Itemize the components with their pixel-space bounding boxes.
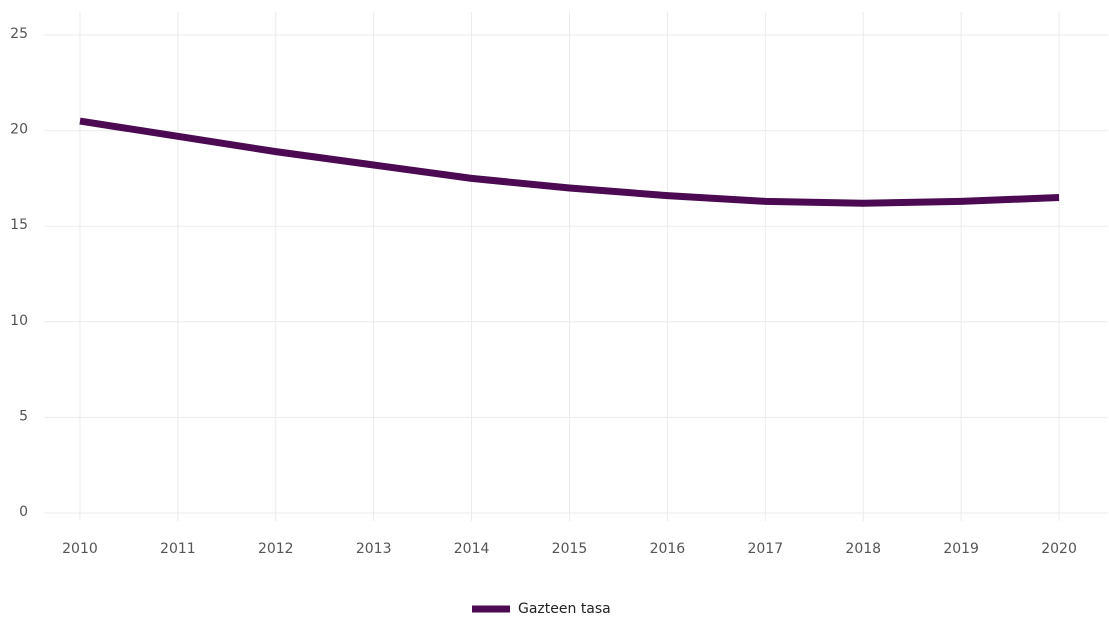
x-tick-label: 2013 — [356, 541, 392, 557]
x-tick-label: 2011 — [160, 541, 196, 557]
x-tick-label: 2014 — [454, 541, 490, 557]
x-tick-label: 2012 — [258, 541, 294, 557]
x-tick-label: 2019 — [943, 541, 979, 557]
x-tick-label: 2018 — [845, 541, 881, 557]
x-tick-label: 2015 — [552, 541, 588, 557]
y-tick-label: 10 — [10, 313, 28, 329]
y-tick-label: 20 — [10, 122, 28, 138]
y-tick-label: 5 — [19, 408, 28, 424]
x-tick-label: 2017 — [747, 541, 783, 557]
y-tick-label: 0 — [19, 504, 28, 520]
x-tick-label: 2016 — [650, 541, 686, 557]
y-tick-label: 15 — [10, 217, 28, 233]
x-tick-label: 2020 — [1041, 541, 1077, 557]
x-tick-label: 2010 — [62, 541, 98, 557]
legend-label: Gazteen tasa — [518, 601, 611, 617]
y-tick-label: 25 — [10, 26, 28, 42]
line-series — [79, 117, 1060, 207]
